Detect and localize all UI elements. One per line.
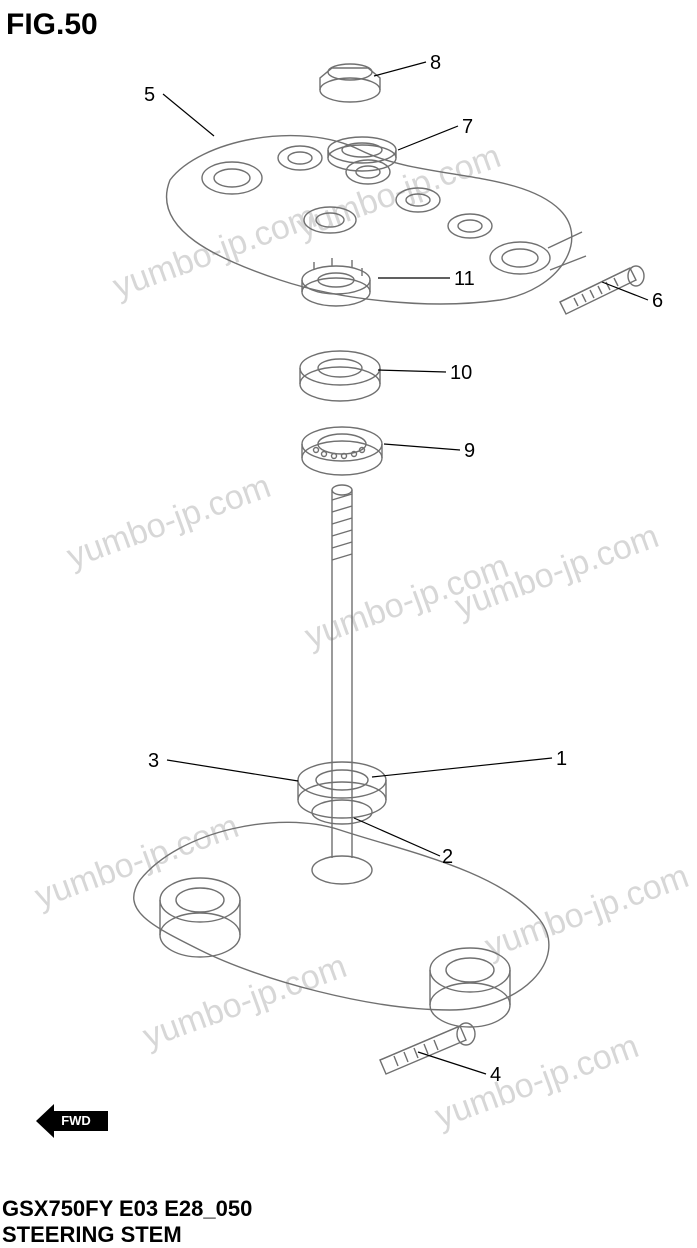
diagram-page: FIG.50 yumbo-jp.com yumbo-jp.com yumbo-j… <box>0 0 697 1247</box>
part-stem-shaft <box>332 485 352 770</box>
part-5-upper-bracket <box>167 136 586 304</box>
footer-model: GSX750FY E03 E28_050 <box>2 1196 252 1222</box>
part-8-nut <box>320 64 380 102</box>
callout-1: 1 <box>556 748 567 771</box>
part-lower-bracket <box>134 770 549 1027</box>
part-6-bolt <box>560 266 644 314</box>
callout-11: 11 <box>454 268 475 291</box>
callout-5: 5 <box>144 84 155 107</box>
part-1-2-3-lower-race <box>298 762 386 824</box>
callout-10: 10 <box>450 362 472 385</box>
callout-6: 6 <box>652 290 663 313</box>
part-9-bearing <box>302 427 382 475</box>
callout-9: 9 <box>464 440 475 463</box>
callout-3: 3 <box>148 750 159 773</box>
footer-name: STEERING STEM <box>2 1222 182 1248</box>
callout-4: 4 <box>490 1064 501 1087</box>
fwd-label: FWD <box>61 1113 91 1128</box>
fwd-badge: FWD <box>36 1104 108 1138</box>
part-10-dust-seal <box>300 351 380 401</box>
parts-illustration <box>0 0 697 1247</box>
callout-7: 7 <box>462 116 473 139</box>
callout-2: 2 <box>442 846 453 869</box>
callout-8: 8 <box>430 52 441 75</box>
